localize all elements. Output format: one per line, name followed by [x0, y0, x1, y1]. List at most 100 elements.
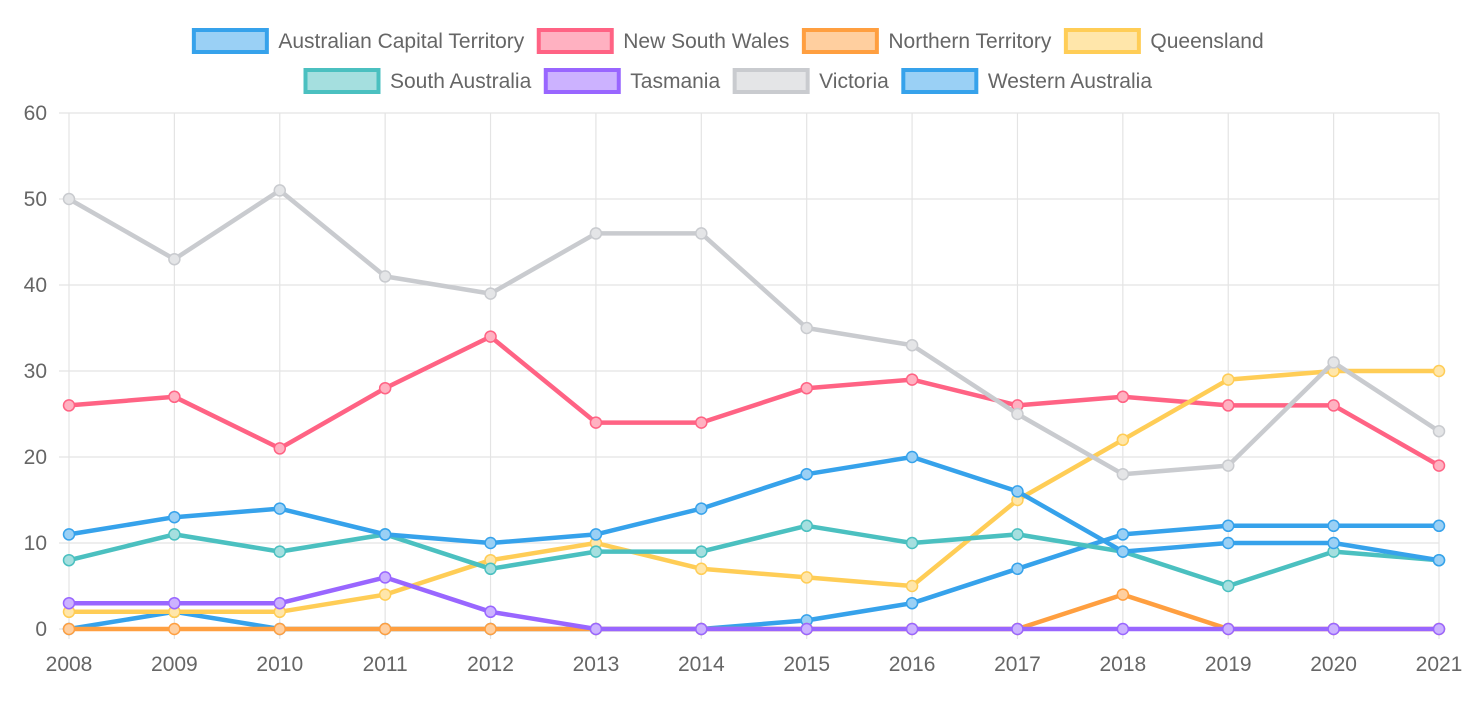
- data-point[interactable]: [1432, 364, 1446, 378]
- data-point[interactable]: [695, 545, 708, 558]
- data-point[interactable]: [1221, 459, 1235, 472]
- data-point[interactable]: [1011, 528, 1024, 541]
- data-point[interactable]: [905, 596, 919, 610]
- legend-item-northern-territory[interactable]: Northern Territory: [801, 28, 1052, 54]
- data-point[interactable]: [1116, 622, 1130, 636]
- data-point[interactable]: [168, 622, 181, 636]
- legend-label: Australian Capital Territory: [278, 30, 524, 53]
- data-point[interactable]: [1221, 536, 1235, 550]
- data-point[interactable]: [1327, 519, 1340, 533]
- data-point[interactable]: [273, 442, 287, 455]
- data-point[interactable]: [1432, 622, 1446, 636]
- legend-swatch: [801, 28, 879, 54]
- data-point[interactable]: [589, 227, 603, 240]
- data-point[interactable]: [800, 467, 813, 481]
- data-point[interactable]: [1011, 485, 1024, 498]
- data-point[interactable]: [378, 528, 392, 541]
- data-point[interactable]: [273, 184, 287, 197]
- data-point[interactable]: [378, 270, 392, 283]
- data-point[interactable]: [589, 622, 603, 636]
- legend-item-victoria[interactable]: Victoria: [732, 68, 889, 94]
- data-point[interactable]: [1221, 519, 1235, 533]
- y-tick-label: 50: [24, 188, 47, 211]
- data-point[interactable]: [1011, 562, 1024, 576]
- data-point[interactable]: [62, 192, 76, 206]
- data-point[interactable]: [695, 562, 708, 576]
- series-line: [69, 368, 1439, 615]
- data-point[interactable]: [1221, 399, 1235, 412]
- data-point[interactable]: [168, 510, 181, 524]
- series-new-south-wales: [62, 330, 1446, 472]
- data-point[interactable]: [905, 536, 919, 550]
- data-point[interactable]: [273, 622, 287, 636]
- data-point[interactable]: [905, 450, 919, 464]
- legend-item-tasmania[interactable]: Tasmania: [543, 68, 721, 94]
- data-point[interactable]: [62, 528, 76, 541]
- data-point[interactable]: [1327, 356, 1340, 369]
- data-point[interactable]: [800, 571, 813, 584]
- data-point[interactable]: [905, 373, 919, 386]
- data-point[interactable]: [62, 596, 76, 610]
- data-point[interactable]: [1116, 390, 1130, 404]
- data-point[interactable]: [1432, 519, 1446, 533]
- data-point[interactable]: [1221, 622, 1235, 636]
- data-point[interactable]: [273, 545, 287, 558]
- x-tick-label: 2013: [573, 653, 620, 676]
- data-point[interactable]: [905, 338, 919, 352]
- data-point[interactable]: [168, 528, 181, 541]
- data-point[interactable]: [1221, 373, 1235, 386]
- data-point[interactable]: [1116, 588, 1130, 601]
- data-point[interactable]: [1432, 459, 1446, 472]
- data-point[interactable]: [168, 390, 181, 404]
- legend-item-new-south-wales[interactable]: New South Wales: [536, 28, 790, 54]
- data-point[interactable]: [589, 416, 603, 429]
- data-point[interactable]: [695, 227, 708, 240]
- data-point[interactable]: [168, 596, 181, 610]
- data-point[interactable]: [1116, 433, 1130, 447]
- data-point[interactable]: [484, 605, 497, 619]
- data-point[interactable]: [484, 287, 497, 300]
- data-point[interactable]: [1432, 553, 1446, 567]
- data-point[interactable]: [273, 502, 287, 515]
- data-point[interactable]: [1116, 528, 1130, 541]
- data-point[interactable]: [800, 381, 813, 395]
- data-point[interactable]: [378, 381, 392, 395]
- data-point[interactable]: [800, 519, 813, 533]
- data-point[interactable]: [484, 562, 497, 576]
- data-point[interactable]: [484, 536, 497, 550]
- data-point[interactable]: [695, 502, 708, 515]
- data-point[interactable]: [905, 622, 919, 636]
- data-point[interactable]: [378, 571, 392, 584]
- data-point[interactable]: [168, 252, 181, 266]
- data-point[interactable]: [1011, 622, 1024, 636]
- legend-item-south-australia[interactable]: South Australia: [303, 68, 532, 94]
- data-point[interactable]: [484, 622, 497, 636]
- x-tick-label: 2010: [256, 653, 303, 676]
- data-point[interactable]: [1327, 536, 1340, 550]
- data-point[interactable]: [273, 596, 287, 610]
- data-point[interactable]: [695, 416, 708, 429]
- data-point[interactable]: [589, 545, 603, 558]
- data-point[interactable]: [378, 588, 392, 601]
- legend-item-western-australia[interactable]: Western Australia: [901, 68, 1152, 94]
- data-point[interactable]: [1327, 399, 1340, 412]
- data-point[interactable]: [800, 321, 813, 335]
- legend-item-australian-capital-territory[interactable]: Australian Capital Territory: [191, 28, 525, 54]
- data-point[interactable]: [62, 553, 76, 567]
- data-point[interactable]: [1432, 424, 1446, 438]
- data-point[interactable]: [800, 622, 813, 636]
- data-point[interactable]: [62, 399, 76, 412]
- data-point[interactable]: [1221, 579, 1235, 593]
- data-point[interactable]: [1116, 467, 1130, 481]
- data-point[interactable]: [1327, 622, 1340, 636]
- data-point[interactable]: [378, 622, 392, 636]
- data-point[interactable]: [62, 622, 76, 636]
- data-point[interactable]: [905, 579, 919, 593]
- data-point[interactable]: [484, 330, 497, 343]
- data-point[interactable]: [695, 622, 708, 636]
- data-point[interactable]: [1116, 545, 1130, 558]
- data-point[interactable]: [589, 528, 603, 541]
- legend-item-queensland[interactable]: Queensland: [1063, 28, 1264, 54]
- x-tick-label: 2015: [783, 653, 830, 676]
- data-point[interactable]: [1011, 407, 1024, 421]
